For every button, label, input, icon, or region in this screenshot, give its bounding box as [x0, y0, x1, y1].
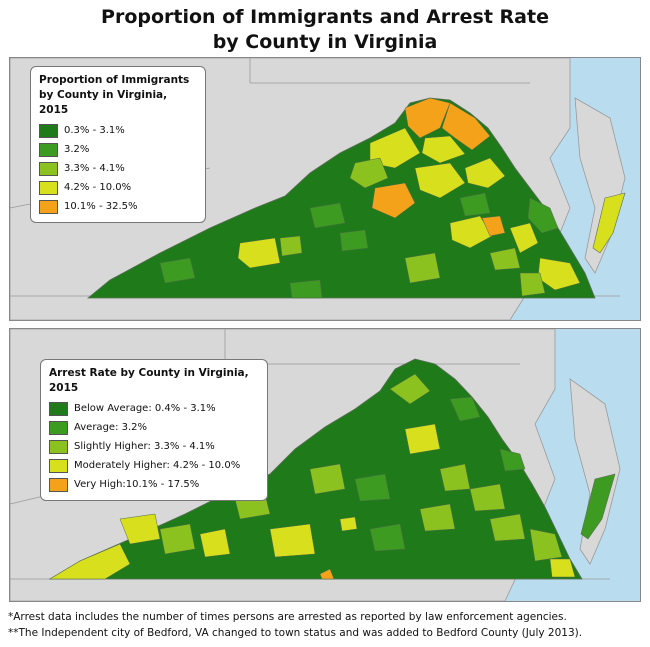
legend-title: Arrest Rate by County in Virginia, 2015 — [49, 367, 249, 394]
legend-item: 0.3% - 3.1% — [39, 121, 197, 140]
legend-item: 4.2% - 10.0% — [39, 178, 197, 197]
legend-item: Average: 3.2% — [49, 418, 259, 437]
legend-label: Below Average: 0.4% - 3.1% — [74, 403, 216, 414]
map-arrest-rate: Arrest Rate by County in Virginia, 2015 … — [9, 328, 641, 602]
legend-swatch — [39, 123, 58, 138]
legend-swatch — [49, 477, 68, 492]
county-patches — [159, 97, 581, 299]
title-line-1: Proportion of Immigrants and Arrest Rate — [101, 6, 549, 28]
legend-item: 10.1% - 32.5% — [39, 197, 197, 216]
legend-item: Moderately Higher: 4.2% - 10.0% — [49, 456, 259, 475]
virginia-eastern-shore — [580, 473, 616, 540]
legend-swatch — [39, 142, 58, 157]
legend-arrest-rate: Arrest Rate by County in Virginia, 2015 … — [40, 359, 268, 501]
virginia-eastern-shore — [592, 192, 626, 254]
legend-swatch — [39, 199, 58, 214]
legend-swatch — [39, 180, 58, 195]
virginia-outline — [86, 97, 596, 299]
legend-swatch — [49, 401, 68, 416]
legend-item: Very High:10.1% - 17.5% — [49, 475, 259, 494]
legend-item: Slightly Higher: 3.3% - 4.1% — [49, 437, 259, 456]
footnote-arrest-data: *Arrest data includes the number of time… — [8, 611, 567, 623]
legend-immigrants: Proportion of Immigrants by County in Vi… — [30, 66, 206, 223]
delmarva-land — [574, 97, 626, 274]
legend-swatch — [49, 420, 68, 435]
legend-swatch — [49, 458, 68, 473]
legend-swatch — [49, 439, 68, 454]
map-immigrants: Proportion of Immigrants by County in Vi… — [9, 57, 641, 321]
legend-label: Slightly Higher: 3.3% - 4.1% — [74, 441, 215, 452]
legend-item: Below Average: 0.4% - 3.1% — [49, 399, 259, 418]
legend-label: 0.3% - 3.1% — [64, 125, 125, 136]
legend-label: Very High:10.1% - 17.5% — [74, 479, 200, 490]
legend-label: 3.2% — [64, 144, 90, 155]
footnote-bedford: **The Independent city of Bedford, VA ch… — [8, 627, 583, 639]
legend-label: Moderately Higher: 4.2% - 10.0% — [74, 460, 241, 471]
legend-item: 3.2% — [39, 140, 197, 159]
delmarva-land — [569, 378, 621, 565]
county-patches — [49, 373, 576, 580]
legend-label: 3.3% - 4.1% — [64, 163, 125, 174]
legend-title-line-1: Proportion of Immigrants — [39, 74, 190, 86]
legend-title-line-2: by County in Virginia, 2015 — [39, 89, 168, 116]
legend-label: 10.1% - 32.5% — [64, 201, 138, 212]
title-line-2: by County in Virginia — [212, 31, 438, 53]
legend-item: 3.3% - 4.1% — [39, 159, 197, 178]
legend-swatch — [39, 161, 58, 176]
legend-label: 4.2% - 10.0% — [64, 182, 132, 193]
legend-label: Average: 3.2% — [74, 422, 148, 433]
